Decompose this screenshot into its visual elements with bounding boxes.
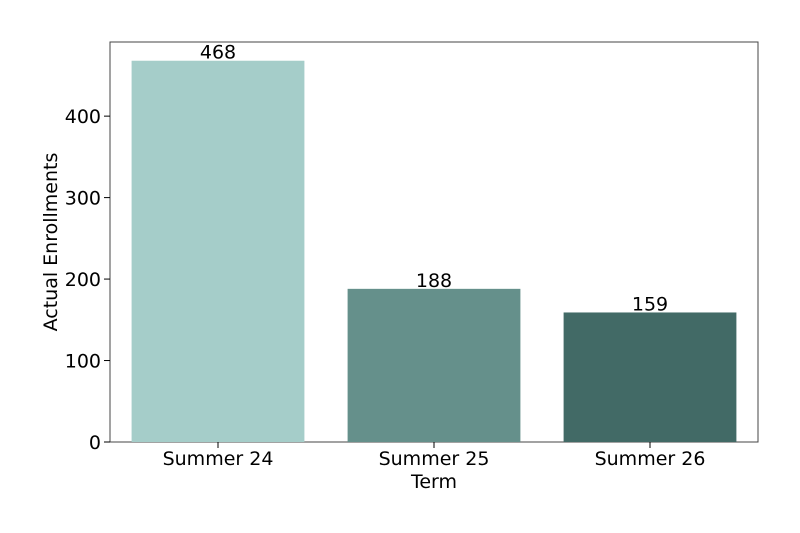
data-label: 188 (416, 270, 452, 292)
x-tick-label: Summer 25 (379, 448, 490, 470)
bar (131, 60, 305, 442)
y-tick-label: 0 (89, 432, 101, 454)
data-label: 468 (200, 42, 236, 64)
y-tick-label: 200 (65, 269, 101, 291)
y-axis-label: Actual Enrollments (40, 153, 62, 332)
x-axis-label: Term (410, 471, 457, 493)
y-tick-label: 300 (65, 188, 101, 210)
bar (563, 312, 737, 442)
x-tick-label: Summer 24 (163, 448, 274, 470)
bar (347, 288, 521, 442)
y-tick-label: 400 (65, 106, 101, 128)
data-label: 159 (632, 293, 668, 315)
x-tick-label: Summer 26 (595, 448, 706, 470)
y-tick-label: 100 (65, 351, 101, 373)
